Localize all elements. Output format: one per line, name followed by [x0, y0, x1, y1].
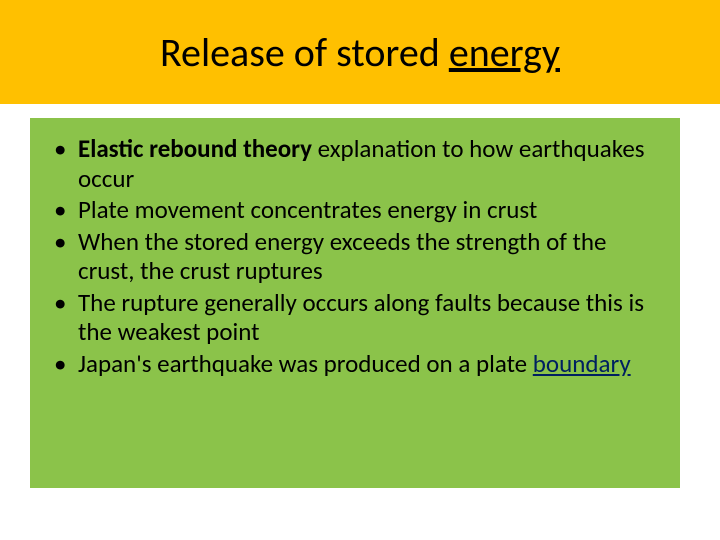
body-text: Japan's earthquake was produced on a pla… [78, 348, 533, 379]
title-band: Release of stored energy [0, 0, 720, 104]
body-text: When the stored energy exceeds the stren… [78, 226, 606, 287]
body-band: Elastic rebound theory explanation to ho… [30, 118, 680, 488]
list-item: Plate movement concentrates energy in cr… [50, 195, 660, 225]
title-plain: Release of stored [160, 28, 449, 77]
list-item: Japan's earthquake was produced on a pla… [50, 349, 660, 379]
body-text: Plate movement concentrates energy in cr… [78, 194, 537, 225]
slide-title: Release of stored energy [160, 28, 560, 77]
list-item: The rupture generally occurs along fault… [50, 288, 660, 347]
list-item: Elastic rebound theory explanation to ho… [50, 134, 660, 193]
bullet-list: Elastic rebound theory explanation to ho… [50, 134, 660, 378]
title-underlined: energy [449, 28, 560, 77]
hyperlink-text[interactable]: boundary [533, 348, 631, 379]
slide: Release of stored energy Elastic rebound… [0, 0, 720, 540]
list-item: When the stored energy exceeds the stren… [50, 227, 660, 286]
body-text: The rupture generally occurs along fault… [78, 287, 644, 348]
bold-text: Elastic rebound theory [78, 133, 318, 164]
